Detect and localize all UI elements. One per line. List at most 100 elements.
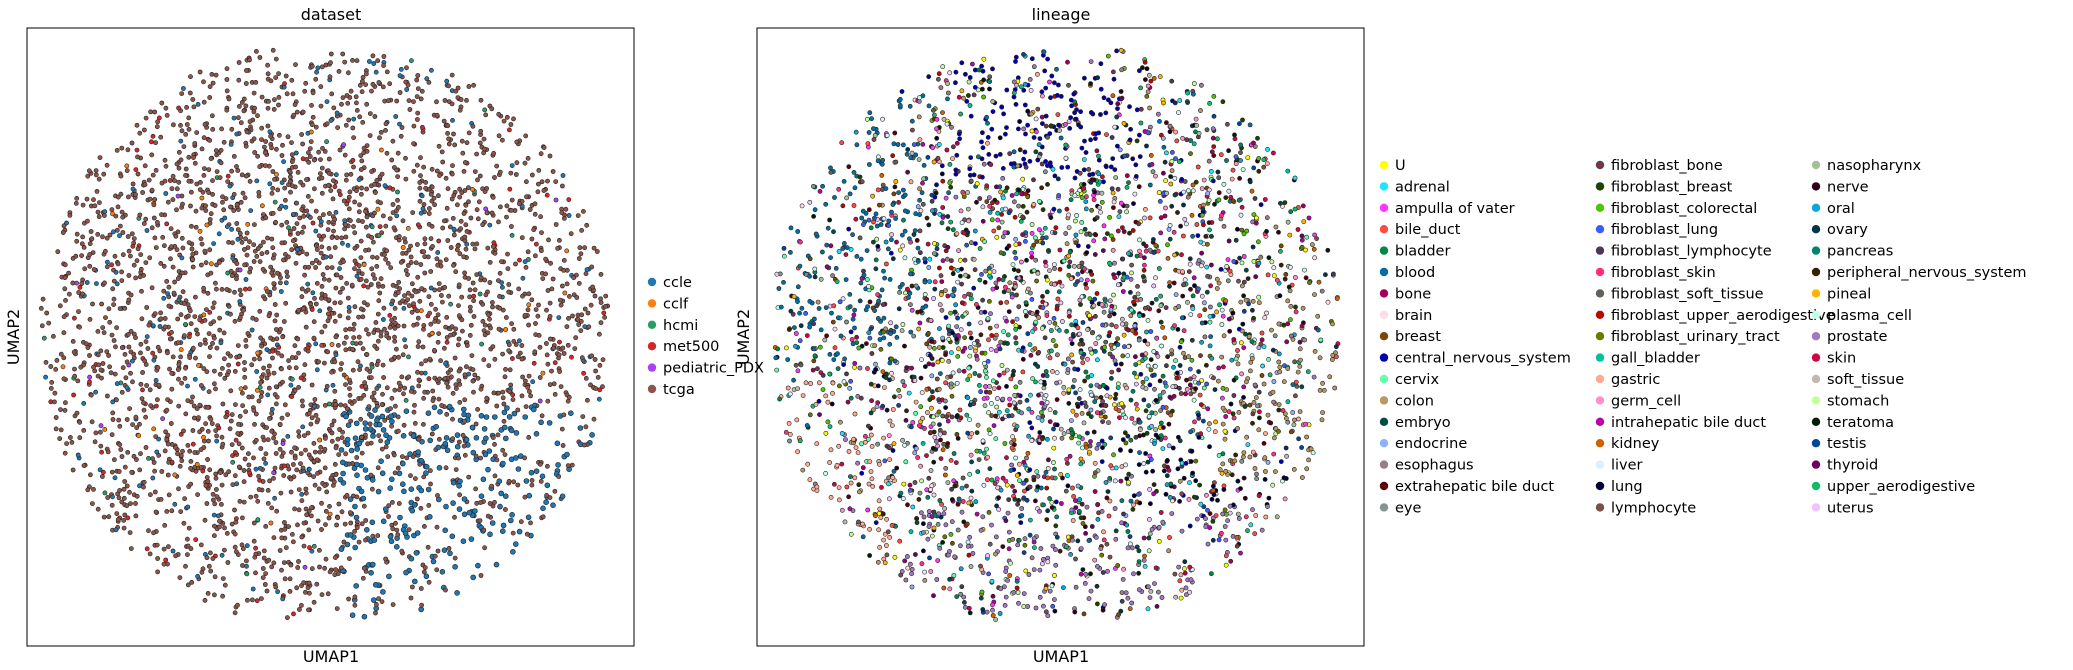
scatter-point bbox=[1091, 238, 1097, 244]
scatter-point bbox=[286, 358, 291, 364]
scatter-point bbox=[330, 178, 336, 183]
scatter-point bbox=[464, 98, 469, 103]
scatter-point bbox=[823, 393, 829, 399]
scatter-point bbox=[274, 172, 279, 177]
scatter-point bbox=[865, 366, 870, 371]
scatter-point bbox=[1073, 556, 1078, 562]
scatter-point bbox=[579, 312, 585, 318]
scatter-point bbox=[162, 448, 168, 454]
scatter-point bbox=[274, 312, 280, 318]
scatter-point bbox=[550, 276, 556, 282]
scatter-point bbox=[221, 207, 227, 213]
scatter-point bbox=[170, 122, 176, 128]
scatter-point bbox=[119, 454, 125, 459]
scatter-point bbox=[564, 451, 570, 458]
scatter-point bbox=[312, 449, 318, 455]
scatter-point bbox=[157, 324, 163, 329]
scatter-point bbox=[237, 413, 243, 419]
scatter-point bbox=[270, 245, 276, 251]
scatter-point bbox=[529, 297, 535, 303]
scatter-point bbox=[535, 313, 541, 319]
scatter-point bbox=[223, 472, 229, 478]
scatter-point bbox=[133, 414, 139, 420]
scatter-point bbox=[395, 290, 401, 295]
scatter-point bbox=[1027, 77, 1033, 82]
scatter-point bbox=[288, 382, 294, 388]
scatter-point bbox=[561, 412, 567, 418]
scatter-point bbox=[445, 130, 450, 136]
scatter-point bbox=[1169, 203, 1175, 209]
scatter-point bbox=[1304, 466, 1310, 472]
scatter-point bbox=[252, 248, 258, 254]
scatter-point bbox=[457, 399, 463, 405]
scatter-point bbox=[153, 377, 159, 383]
scatter-point bbox=[852, 325, 857, 331]
scatter-point bbox=[250, 315, 256, 321]
scatter-point bbox=[229, 273, 235, 279]
scatter-point bbox=[97, 200, 102, 205]
scatter-point bbox=[99, 301, 104, 307]
scatter-point bbox=[454, 432, 461, 438]
scatter-point bbox=[198, 542, 204, 548]
scatter-point bbox=[447, 224, 453, 230]
scatter-point bbox=[1051, 262, 1057, 267]
scatter-point bbox=[1204, 492, 1209, 498]
scatter-point bbox=[253, 545, 258, 551]
scatter-point bbox=[981, 56, 987, 62]
scatter-point bbox=[1218, 266, 1224, 272]
scatter-point bbox=[383, 121, 389, 127]
scatter-point bbox=[344, 492, 350, 498]
scatter-point bbox=[538, 214, 543, 220]
scatter-point bbox=[442, 440, 449, 447]
scatter-point bbox=[1068, 197, 1074, 203]
scatter-point bbox=[158, 316, 164, 322]
scatter-point bbox=[271, 107, 277, 112]
scatter-point bbox=[233, 549, 239, 555]
scatter-point bbox=[232, 473, 238, 479]
scatter-point bbox=[331, 479, 337, 485]
scatter-point bbox=[394, 167, 400, 173]
scatter-point bbox=[504, 203, 510, 209]
scatter-point bbox=[1305, 369, 1311, 375]
scatter-point bbox=[213, 286, 219, 292]
scatter-point bbox=[1110, 190, 1116, 196]
scatter-point bbox=[85, 345, 91, 350]
scatter-point bbox=[344, 436, 351, 443]
scatter-point bbox=[403, 344, 408, 350]
scatter-point bbox=[1143, 77, 1148, 82]
scatter-point bbox=[426, 80, 432, 85]
scatter-point bbox=[1191, 91, 1196, 97]
scatter-point bbox=[175, 316, 181, 322]
dataset-panel: dataset UMAP1 UMAP2 cclecclfhcmimet500pe… bbox=[4, 5, 764, 666]
scatter-point bbox=[965, 395, 971, 401]
scatter-point bbox=[272, 318, 278, 324]
scatter-point bbox=[375, 338, 381, 344]
scatter-point bbox=[335, 515, 341, 521]
scatter-point bbox=[1029, 296, 1035, 302]
scatter-point bbox=[408, 473, 413, 479]
scatter-point bbox=[1113, 396, 1118, 401]
scatter-point bbox=[1021, 126, 1027, 132]
scatter-point bbox=[947, 161, 953, 167]
scatter-point bbox=[1257, 409, 1262, 415]
scatter-point bbox=[318, 250, 324, 256]
scatter-point bbox=[1084, 504, 1090, 510]
scatter-point bbox=[272, 302, 278, 307]
scatter-point bbox=[836, 485, 842, 490]
scatter-point bbox=[817, 412, 822, 417]
scatter-point bbox=[1158, 319, 1164, 325]
scatter-point bbox=[517, 338, 522, 344]
scatter-point bbox=[1297, 346, 1303, 352]
scatter-point bbox=[75, 378, 81, 384]
scatter-point bbox=[129, 140, 135, 146]
scatter-point bbox=[377, 224, 383, 229]
scatter-point bbox=[180, 245, 186, 251]
scatter-point bbox=[494, 457, 500, 463]
scatter-point bbox=[300, 141, 305, 147]
scatter-point bbox=[1080, 445, 1085, 451]
scatter-point bbox=[272, 176, 277, 182]
scatter-point bbox=[405, 297, 410, 302]
scatter-point bbox=[457, 492, 462, 498]
scatter-point bbox=[100, 474, 105, 479]
scatter-point bbox=[452, 514, 457, 520]
